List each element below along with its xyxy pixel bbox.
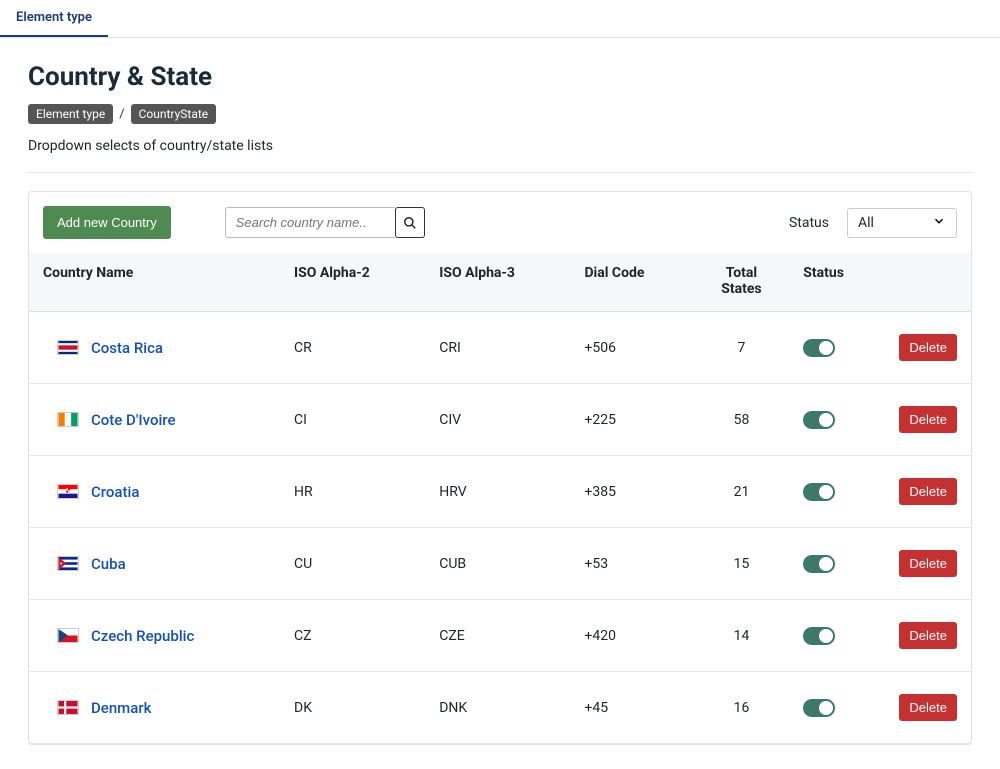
chevron-down-icon <box>932 214 946 232</box>
search-icon <box>403 216 417 230</box>
status-filter-label: Status <box>789 215 829 231</box>
cell-dial: +53 <box>570 528 693 600</box>
toolbar: Add new Country Status All <box>29 192 971 253</box>
status-toggle[interactable] <box>803 339 835 357</box>
cell-iso2: HR <box>280 456 425 528</box>
cell-iso2: CU <box>280 528 425 600</box>
breadcrumb-root[interactable]: Element type <box>28 104 113 124</box>
cell-total-states: 58 <box>694 384 790 456</box>
countries-panel: Add new Country Status All Country Name <box>28 191 972 745</box>
delete-button[interactable]: Delete <box>899 478 957 505</box>
flag-icon <box>57 412 79 427</box>
status-toggle[interactable] <box>803 411 835 429</box>
country-link[interactable]: Czech Republic <box>91 627 194 645</box>
cell-total-states: 15 <box>694 528 790 600</box>
search-group <box>225 207 425 238</box>
table-row: Cote D'Ivoire CICIV+22558 Delete <box>29 384 971 456</box>
add-country-button[interactable]: Add new Country <box>43 206 171 239</box>
col-header-iso2: ISO Alpha-2 <box>280 253 425 312</box>
cell-iso3: CRI <box>425 312 570 384</box>
col-header-actions <box>885 253 971 312</box>
breadcrumb: Element type / CountryState <box>28 104 972 124</box>
page-description: Dropdown selects of country/state lists <box>28 138 972 154</box>
status-filter-select[interactable]: All <box>847 208 957 238</box>
cell-iso2: CI <box>280 384 425 456</box>
delete-button[interactable]: Delete <box>899 406 957 433</box>
cell-iso3: CIV <box>425 384 570 456</box>
flag-icon <box>57 628 79 643</box>
country-link[interactable]: Cuba <box>91 555 126 573</box>
cell-total-states: 7 <box>694 312 790 384</box>
cell-dial: +45 <box>570 672 693 744</box>
flag-icon <box>57 700 79 715</box>
status-toggle[interactable] <box>803 699 835 717</box>
country-link[interactable]: Cote D'Ivoire <box>91 411 175 429</box>
table-row: Denmark DKDNK+4516 Delete <box>29 672 971 744</box>
cell-iso2: CR <box>280 312 425 384</box>
col-header-status: Status <box>789 253 885 312</box>
flag-icon <box>57 340 79 355</box>
cell-dial: +420 <box>570 600 693 672</box>
cell-dial: +225 <box>570 384 693 456</box>
delete-button[interactable]: Delete <box>899 622 957 649</box>
cell-total-states: 21 <box>694 456 790 528</box>
cell-dial: +385 <box>570 456 693 528</box>
status-toggle[interactable] <box>803 555 835 573</box>
page-title: Country & State <box>28 62 972 92</box>
cell-iso3: CUB <box>425 528 570 600</box>
country-link[interactable]: Denmark <box>91 699 151 717</box>
col-header-name: Country Name <box>29 253 280 312</box>
cell-iso2: DK <box>280 672 425 744</box>
tab-element-type[interactable]: Element type <box>0 0 108 37</box>
col-header-dial: Dial Code <box>570 253 693 312</box>
cell-iso3: DNK <box>425 672 570 744</box>
cell-iso2: CZ <box>280 600 425 672</box>
table-row: Costa Rica CRCRI+5067 Delete <box>29 312 971 384</box>
table-row: Czech Republic CZCZE+42014 Delete <box>29 600 971 672</box>
breadcrumb-current[interactable]: CountryState <box>131 104 217 124</box>
cell-total-states: 16 <box>694 672 790 744</box>
section-divider <box>28 172 972 173</box>
breadcrumb-separator: / <box>119 107 124 122</box>
delete-button[interactable]: Delete <box>899 694 957 721</box>
country-link[interactable]: Costa Rica <box>91 339 163 357</box>
top-tab-bar: Element type <box>0 0 1000 38</box>
cell-total-states: 14 <box>694 600 790 672</box>
table-row: Croatia HRHRV+38521 Delete <box>29 456 971 528</box>
status-filter-value: All <box>858 215 874 231</box>
cell-iso3: CZE <box>425 600 570 672</box>
status-toggle[interactable] <box>803 483 835 501</box>
cell-iso3: HRV <box>425 456 570 528</box>
status-toggle[interactable] <box>803 627 835 645</box>
col-header-total-states: TotalStates <box>694 253 790 312</box>
search-input[interactable] <box>225 207 395 238</box>
delete-button[interactable]: Delete <box>899 550 957 577</box>
col-header-iso3: ISO Alpha-3 <box>425 253 570 312</box>
country-link[interactable]: Croatia <box>91 483 139 501</box>
search-button[interactable] <box>395 207 425 238</box>
delete-button[interactable]: Delete <box>899 334 957 361</box>
flag-icon <box>57 556 79 571</box>
table-row: Cuba CUCUB+5315 Delete <box>29 528 971 600</box>
flag-icon <box>57 484 79 499</box>
countries-table: Country Name ISO Alpha-2 ISO Alpha-3 Dia… <box>29 253 971 744</box>
table-header-row: Country Name ISO Alpha-2 ISO Alpha-3 Dia… <box>29 253 971 312</box>
page-content: Country & State Element type / CountrySt… <box>0 38 1000 769</box>
cell-dial: +506 <box>570 312 693 384</box>
